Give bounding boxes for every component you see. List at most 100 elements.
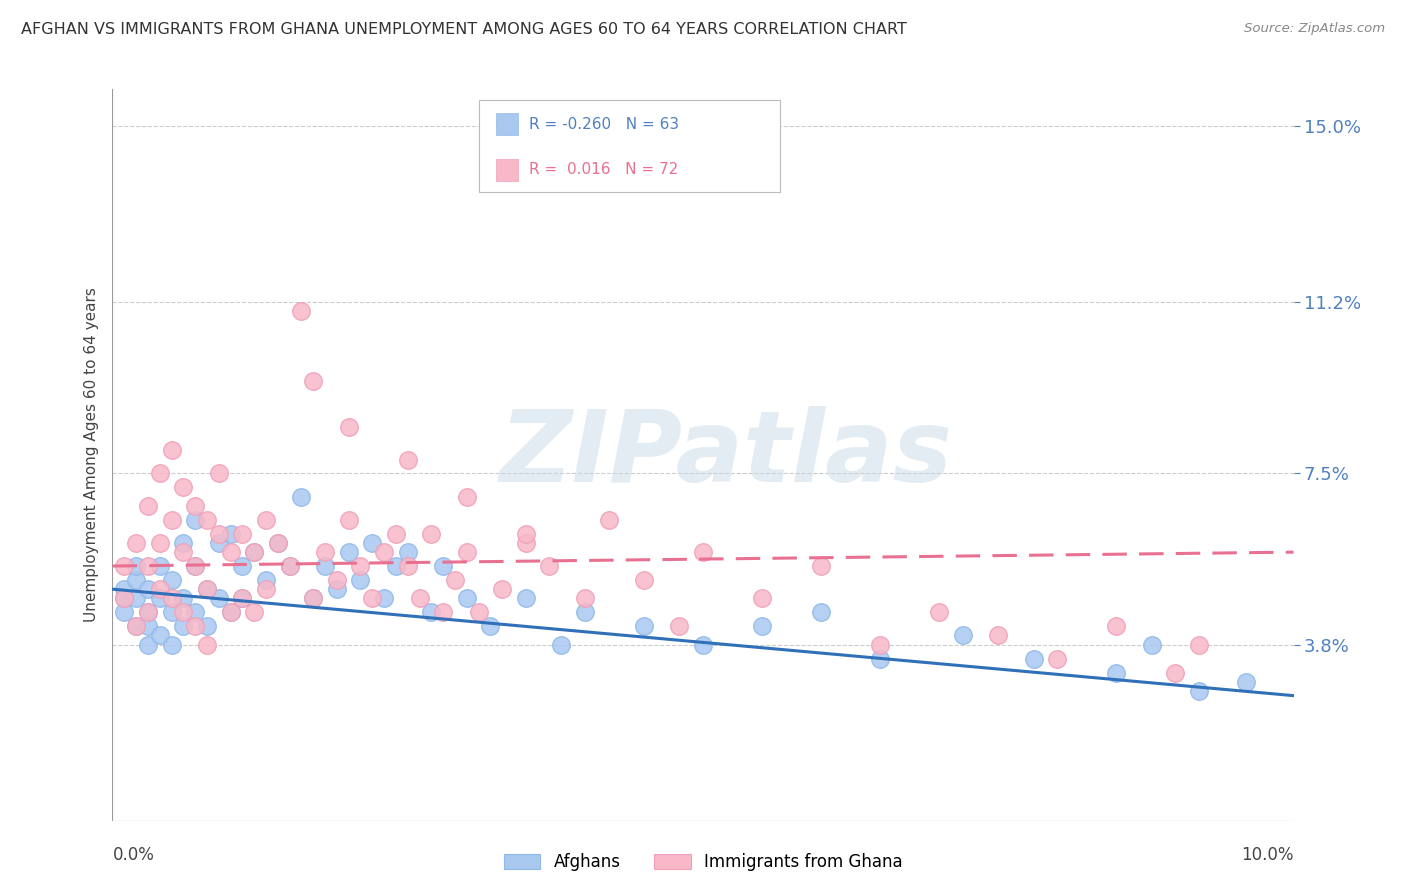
Point [112,591,135,606]
Point [928,605,950,619]
Point [231,591,253,606]
Point [420,605,443,619]
Point [1105,665,1128,680]
Point [290,304,312,318]
Point [136,582,159,597]
Point [479,619,502,633]
Point [1188,638,1211,652]
Point [125,559,148,574]
Text: 10.0%: 10.0% [1241,847,1294,864]
Point [444,573,467,587]
Point [869,651,891,665]
Point [254,582,277,597]
Point [349,573,371,587]
Point [243,545,266,559]
Point [373,591,395,606]
Point [337,545,360,559]
Point [633,619,655,633]
Point [692,545,714,559]
Point [208,526,231,541]
Point [326,573,349,587]
Point [125,536,148,550]
Point [810,605,832,619]
Point [467,605,489,619]
Point [302,591,325,606]
Text: 0.0%: 0.0% [112,847,155,864]
Point [349,559,371,574]
Point [326,582,349,597]
Point [149,559,172,574]
Point [160,443,183,458]
Point [172,545,194,559]
Point [1046,651,1069,665]
Point [456,591,478,606]
Point [1022,651,1045,665]
Point [208,467,231,481]
Point [195,619,218,633]
Point [1164,665,1187,680]
Point [184,513,207,527]
Point [408,591,430,606]
Point [172,591,194,606]
Point [231,559,253,574]
Point [195,582,218,597]
Point [810,559,832,574]
Point [267,536,290,550]
Point [337,513,360,527]
Point [302,374,325,388]
Point [136,619,159,633]
Point [751,619,773,633]
Point [112,605,135,619]
Point [195,638,218,652]
Point [1188,684,1211,698]
Point [361,591,384,606]
Point [515,536,537,550]
Point [149,536,172,550]
Point [361,536,384,550]
Point [550,638,572,652]
Point [751,591,773,606]
Text: R =  0.016   N = 72: R = 0.016 N = 72 [530,162,679,178]
Point [692,638,714,652]
Point [515,591,537,606]
Text: Source: ZipAtlas.com: Source: ZipAtlas.com [1244,22,1385,36]
Point [195,513,218,527]
Point [243,545,266,559]
Text: ZIPatlas: ZIPatlas [501,407,953,503]
Point [219,605,242,619]
Point [420,526,443,541]
Point [149,591,172,606]
Point [160,513,183,527]
Point [219,545,242,559]
Point [668,619,690,633]
FancyBboxPatch shape [496,159,517,180]
Point [160,605,183,619]
Point [598,513,620,527]
Point [432,605,454,619]
Point [396,559,419,574]
Point [136,499,159,513]
Point [160,573,183,587]
Point [149,628,172,642]
Point [314,545,336,559]
Point [125,591,148,606]
Point [267,536,290,550]
Point [254,513,277,527]
Point [456,490,478,504]
Point [136,638,159,652]
Point [160,638,183,652]
Y-axis label: Unemployment Among Ages 60 to 64 years: Unemployment Among Ages 60 to 64 years [83,287,98,623]
Point [254,573,277,587]
Point [195,582,218,597]
Point [160,591,183,606]
Point [149,467,172,481]
Point [243,605,266,619]
Legend: Afghans, Immigrants from Ghana: Afghans, Immigrants from Ghana [496,847,910,878]
Point [1140,638,1163,652]
Point [432,559,454,574]
Point [373,545,395,559]
Point [136,605,159,619]
Point [125,619,148,633]
Point [172,480,194,494]
Point [1105,619,1128,633]
